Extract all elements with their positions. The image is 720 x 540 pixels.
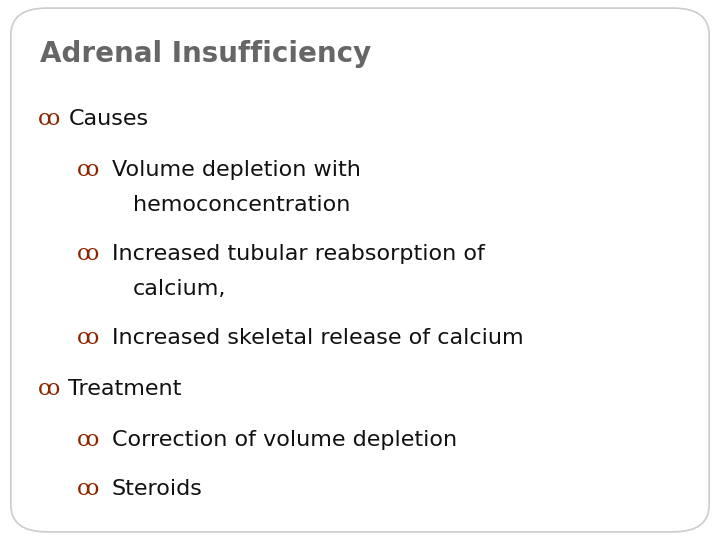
Text: ꝏ: ꝏ (37, 108, 60, 130)
Text: ꝏ: ꝏ (77, 159, 99, 181)
Text: Volume depletion with: Volume depletion with (112, 160, 361, 180)
Text: Adrenal Insufficiency: Adrenal Insufficiency (40, 40, 371, 69)
Text: Increased tubular reabsorption of: Increased tubular reabsorption of (112, 244, 485, 264)
Text: Causes: Causes (68, 109, 148, 129)
Text: ꝏ: ꝏ (37, 378, 60, 400)
Text: ꝏ: ꝏ (77, 327, 99, 348)
Text: hemoconcentration: hemoconcentration (133, 195, 351, 215)
Text: ꝏ: ꝏ (77, 243, 99, 265)
Text: ꝏ: ꝏ (77, 429, 99, 451)
Text: Steroids: Steroids (112, 478, 202, 499)
FancyBboxPatch shape (11, 8, 709, 532)
Text: Correction of volume depletion: Correction of volume depletion (112, 430, 456, 450)
Text: ꝏ: ꝏ (77, 478, 99, 500)
Text: Treatment: Treatment (68, 379, 181, 399)
Text: calcium,: calcium, (133, 279, 227, 299)
Text: Increased skeletal release of calcium: Increased skeletal release of calcium (112, 327, 523, 348)
